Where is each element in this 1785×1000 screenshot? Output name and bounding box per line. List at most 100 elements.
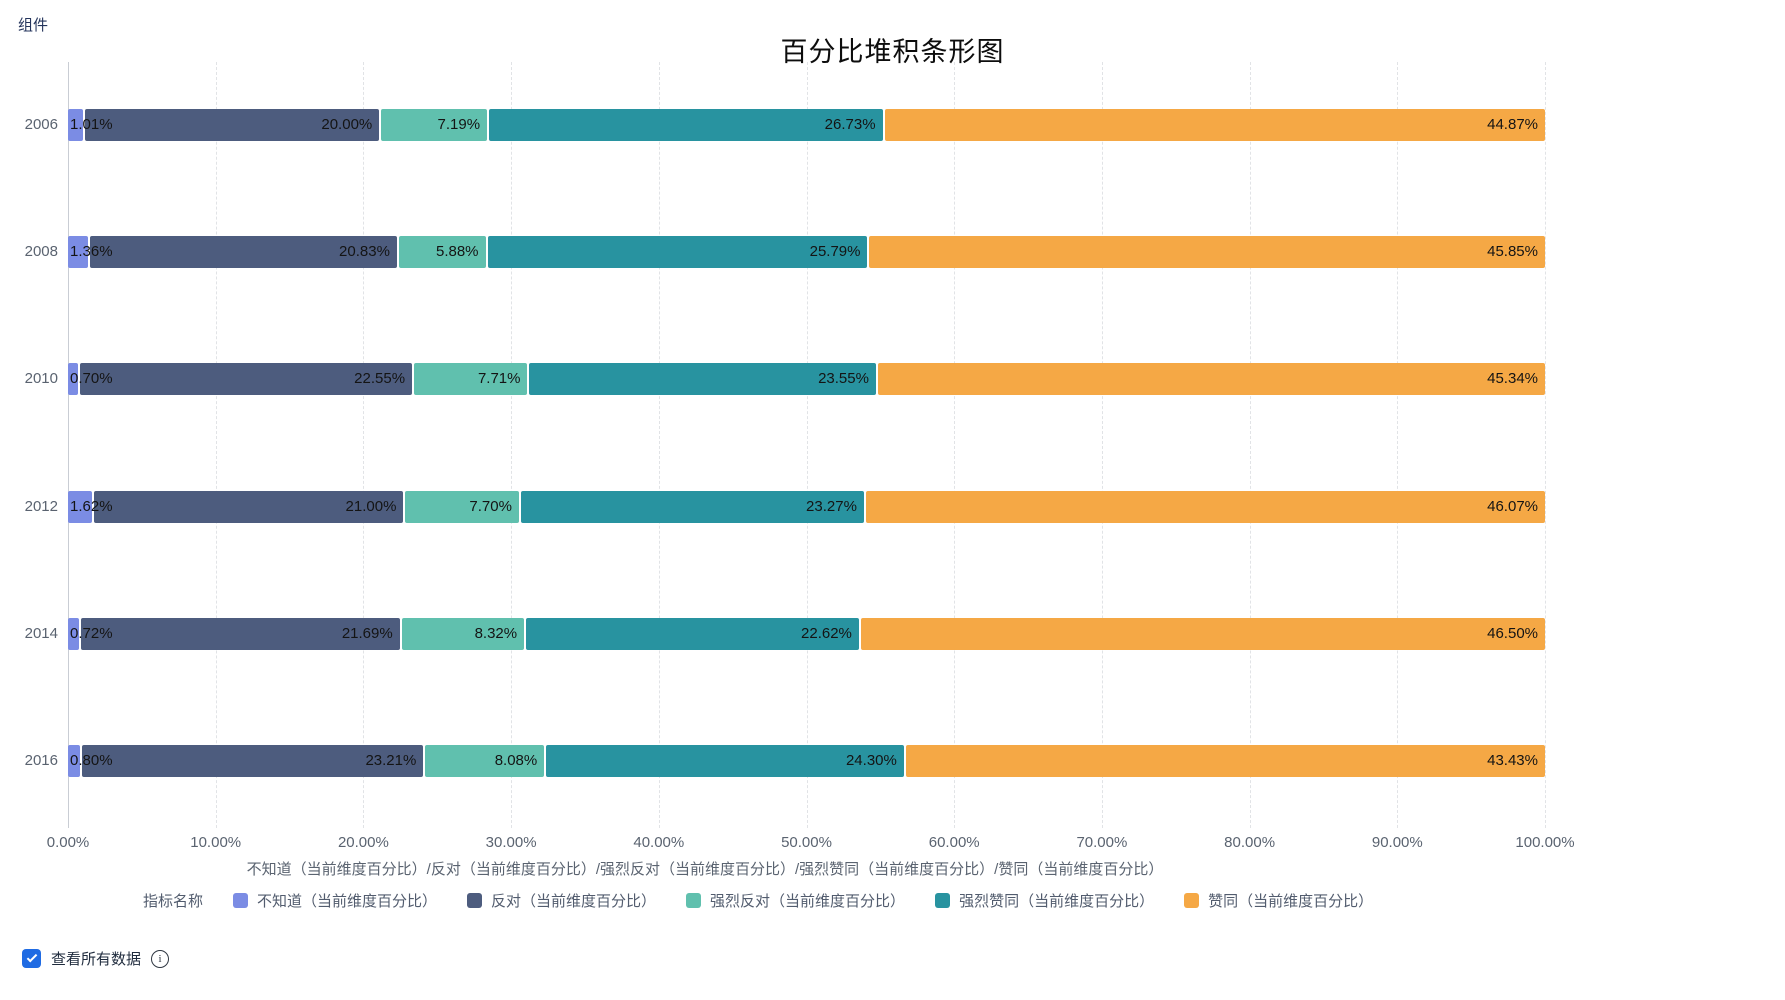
segment-value-label: 8.32% xyxy=(474,624,518,642)
segment-value-label: 25.79% xyxy=(809,243,861,261)
bar-segment[interactable]: 23.21% xyxy=(81,745,424,777)
bar-segment[interactable]: 0.70% xyxy=(68,363,113,396)
x-tick-label: 70.00% xyxy=(1076,834,1128,851)
gridline xyxy=(1545,62,1546,828)
plot-area: 2006 1.01% 20.00% 7.19% 26.73% 44.87% 2008 1.36… xyxy=(25,62,1546,828)
segment-value-label: 7.70% xyxy=(469,497,512,515)
stacked-bar: 1.62% 21.00% 7.70% 23.27% 46.07% xyxy=(68,490,1545,523)
x-tick-label: 100.00% xyxy=(1515,834,1575,851)
segment-value-label: 1.36% xyxy=(70,243,113,261)
segment-value-label: 45.34% xyxy=(1487,370,1538,388)
legend-item[interactable]: 反对（当前维度百分比） xyxy=(467,890,656,911)
stacked-bar: 0.70% 22.55% 7.71% 23.55% 45.34% xyxy=(68,363,1545,396)
legend-item-label: 强烈赞同（当前维度百分比） xyxy=(959,892,1155,910)
legend-item[interactable]: 不知道（当前维度百分比） xyxy=(233,890,437,911)
bar-segment[interactable]: 7.70% xyxy=(405,490,519,523)
segment-value-label: 8.08% xyxy=(494,752,538,769)
stacked-bar: 1.36% 20.83% 5.88% 25.79% 45.85% xyxy=(68,236,1545,269)
chart-title: 百分比堆积条形图 xyxy=(780,37,1005,67)
x-tick-label: 50.00% xyxy=(781,834,832,851)
view-all-data-label[interactable]: 查看所有数据 xyxy=(51,951,142,968)
segment-value-label: 44.87% xyxy=(1487,116,1538,133)
legend-swatch-icon xyxy=(467,892,483,908)
bar-segment[interactable]: 1.62% xyxy=(68,490,113,523)
bar-segment[interactable]: 23.27% xyxy=(520,490,864,523)
bar-segment[interactable]: 1.01% xyxy=(68,109,113,141)
bar-row: 2008 1.36% 20.83% 5.88% 25.79% 45.85% xyxy=(25,236,1545,269)
segment-value-label: 43.43% xyxy=(1487,752,1538,769)
bar-segment[interactable]: 21.69% xyxy=(80,617,400,650)
bar-segment[interactable]: 20.83% xyxy=(90,236,397,269)
bar-segment[interactable]: 8.32% xyxy=(401,617,525,650)
bar-segment[interactable]: 46.50% xyxy=(860,617,1545,650)
segment-value-label: 20.83% xyxy=(339,243,390,261)
x-tick-label: 90.00% xyxy=(1371,834,1423,851)
segment-value-label: 7.19% xyxy=(437,116,481,133)
bar-segment[interactable]: 0.80% xyxy=(68,745,113,777)
bar-segment[interactable]: 21.00% xyxy=(93,490,404,523)
y-axis-line xyxy=(68,62,69,828)
bar-row: 2014 0.72% 21.69% 8.32% 22.62% 46.50% xyxy=(25,617,1545,650)
segment-value-label: 22.62% xyxy=(801,624,852,642)
bar-segment[interactable]: 43.43% xyxy=(905,745,1545,777)
category-label: 2008 xyxy=(24,243,58,261)
legend-item[interactable]: 赞同（当前维度百分比） xyxy=(1184,890,1373,911)
gridline xyxy=(954,62,956,828)
segment-value-label: 0.70% xyxy=(70,370,113,388)
segment-value-label: 23.27% xyxy=(806,497,857,515)
x-tick-label: 60.00% xyxy=(928,834,980,851)
segment-value-label: 0.80% xyxy=(70,752,113,769)
legend-swatch-icon xyxy=(233,892,249,908)
bar-segment[interactable]: 20.00% xyxy=(84,109,380,141)
checkmark-icon xyxy=(26,951,37,963)
stacked-bar: 0.80% 23.21% 8.08% 24.30% 43.43% xyxy=(68,745,1545,777)
legend-item[interactable]: 强烈反对（当前维度百分比） xyxy=(686,890,905,911)
stacked-bar: 0.72% 21.69% 8.32% 22.62% 46.50% xyxy=(68,617,1545,650)
bar-segment[interactable]: 8.08% xyxy=(425,745,545,777)
legend-title: 指标名称 xyxy=(143,892,204,910)
legend-swatch-icon xyxy=(686,892,702,908)
segment-value-label: 22.55% xyxy=(354,370,406,388)
bar-segment[interactable]: 22.55% xyxy=(80,363,413,396)
segment-value-label: 21.00% xyxy=(345,497,397,515)
segment-value-label: 5.88% xyxy=(435,243,479,261)
x-axis-label: 不知道（当前维度百分比）/反对（当前维度百分比）/强烈反对（当前维度百分比）/强… xyxy=(246,861,1164,878)
bar-segment[interactable]: 22.62% xyxy=(526,617,859,650)
view-all-data-checkbox[interactable] xyxy=(22,949,41,968)
stacked-bar: 1.01% 20.00% 7.19% 26.73% 44.87% xyxy=(68,109,1545,141)
x-axis-ticks: 0.00% 10.00% 20.00% 30.00% 40.00% 50.00% 60.00… xyxy=(47,834,1575,854)
bar-segment[interactable]: 23.55% xyxy=(529,363,876,396)
x-tick-label: 20.00% xyxy=(337,834,389,851)
info-circle-icon[interactable]: i xyxy=(151,949,170,968)
bar-segment[interactable]: 7.71% xyxy=(414,363,528,396)
bar-row: 2010 0.70% 22.55% 7.71% 23.55% 45.34% xyxy=(25,363,1545,396)
legend-item-label: 强烈反对（当前维度百分比） xyxy=(710,892,906,910)
segment-value-label: 21.69% xyxy=(341,624,393,642)
legend-item-label: 反对（当前维度百分比） xyxy=(491,892,657,910)
x-tick-label: 80.00% xyxy=(1224,834,1276,851)
bar-segment[interactable]: 25.79% xyxy=(487,236,868,269)
bar-segment[interactable]: 5.88% xyxy=(398,236,486,269)
bar-segment[interactable]: 24.30% xyxy=(546,745,904,777)
footer-controls: 查看所有数据 i xyxy=(22,948,170,969)
bar-segment[interactable]: 45.85% xyxy=(869,236,1545,269)
segment-value-label: 23.21% xyxy=(365,752,417,769)
segment-value-label: 1.62% xyxy=(70,497,113,515)
bar-row: 2012 1.62% 21.00% 7.70% 23.27% 46.07% xyxy=(25,490,1545,523)
bar-segment[interactable]: 46.07% xyxy=(865,490,1545,523)
bar-segment[interactable]: 45.34% xyxy=(877,363,1545,396)
gridline xyxy=(215,62,217,828)
segment-value-label: 45.85% xyxy=(1487,243,1538,261)
x-tick-label: 40.00% xyxy=(633,834,685,851)
bar-segment[interactable]: 7.19% xyxy=(381,109,488,141)
legend-item[interactable]: 强烈赞同（当前维度百分比） xyxy=(935,890,1154,911)
bar-segment[interactable]: 44.87% xyxy=(884,109,1545,141)
segment-value-label: 7.71% xyxy=(477,370,521,388)
category-label: 2010 xyxy=(24,370,58,388)
gridline xyxy=(658,62,660,828)
bar-segment[interactable]: 26.73% xyxy=(489,109,883,141)
segment-value-label: 26.73% xyxy=(824,116,876,133)
bar-segment[interactable]: 0.72% xyxy=(68,617,113,650)
bar-segment[interactable]: 1.36% xyxy=(68,236,113,269)
